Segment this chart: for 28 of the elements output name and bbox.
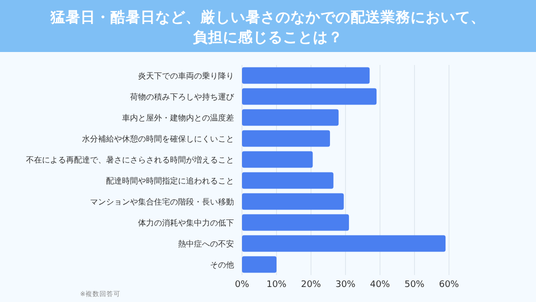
y-tick-label: その他	[210, 260, 234, 270]
y-tick-label: 車内と屋外・建物内との温度差	[122, 114, 234, 122]
x-tick-label: 40%	[370, 280, 390, 290]
bar	[242, 193, 344, 210]
y-tick-label: 熱中症への不安	[178, 240, 234, 248]
bar	[242, 172, 334, 189]
x-tick-label: 60%	[438, 280, 460, 290]
x-tick-label: 20%	[300, 280, 322, 290]
x-tick-label: 0%	[234, 280, 250, 290]
x-tick-label: 50%	[404, 280, 425, 290]
bar	[242, 256, 276, 273]
y-tick-label: 不在による再配達で、暑さにさらされる時間が増えること	[26, 156, 234, 164]
chart-title: 猛暑日・酷暑日など、厳しい暑さのなかでの配送業務において、負担に感じることは？	[50, 8, 486, 46]
bar	[242, 214, 349, 231]
bar	[242, 151, 313, 168]
bar	[242, 235, 446, 252]
y-tick-label: 荷物の積み下ろしや持ち運び	[130, 92, 235, 102]
y-tick-label: 配達時間や時間指定に追われること	[106, 176, 234, 186]
y-tick-label: マンションや集合住宅の階段・長い移動	[90, 198, 234, 206]
bar	[242, 109, 339, 126]
y-tick-label: 体力の消耗や集中力の低下	[138, 218, 234, 228]
bar	[242, 67, 370, 84]
x-tick-label: 30%	[335, 280, 356, 290]
x-tick-label: 10%	[266, 280, 287, 290]
y-tick-label: 炎天下での車両の乗り降り	[138, 72, 234, 80]
y-tick-label: 水分補給や休憩の時間を確保しにくいこと	[82, 134, 234, 144]
bar	[242, 88, 377, 105]
bar	[242, 130, 330, 147]
